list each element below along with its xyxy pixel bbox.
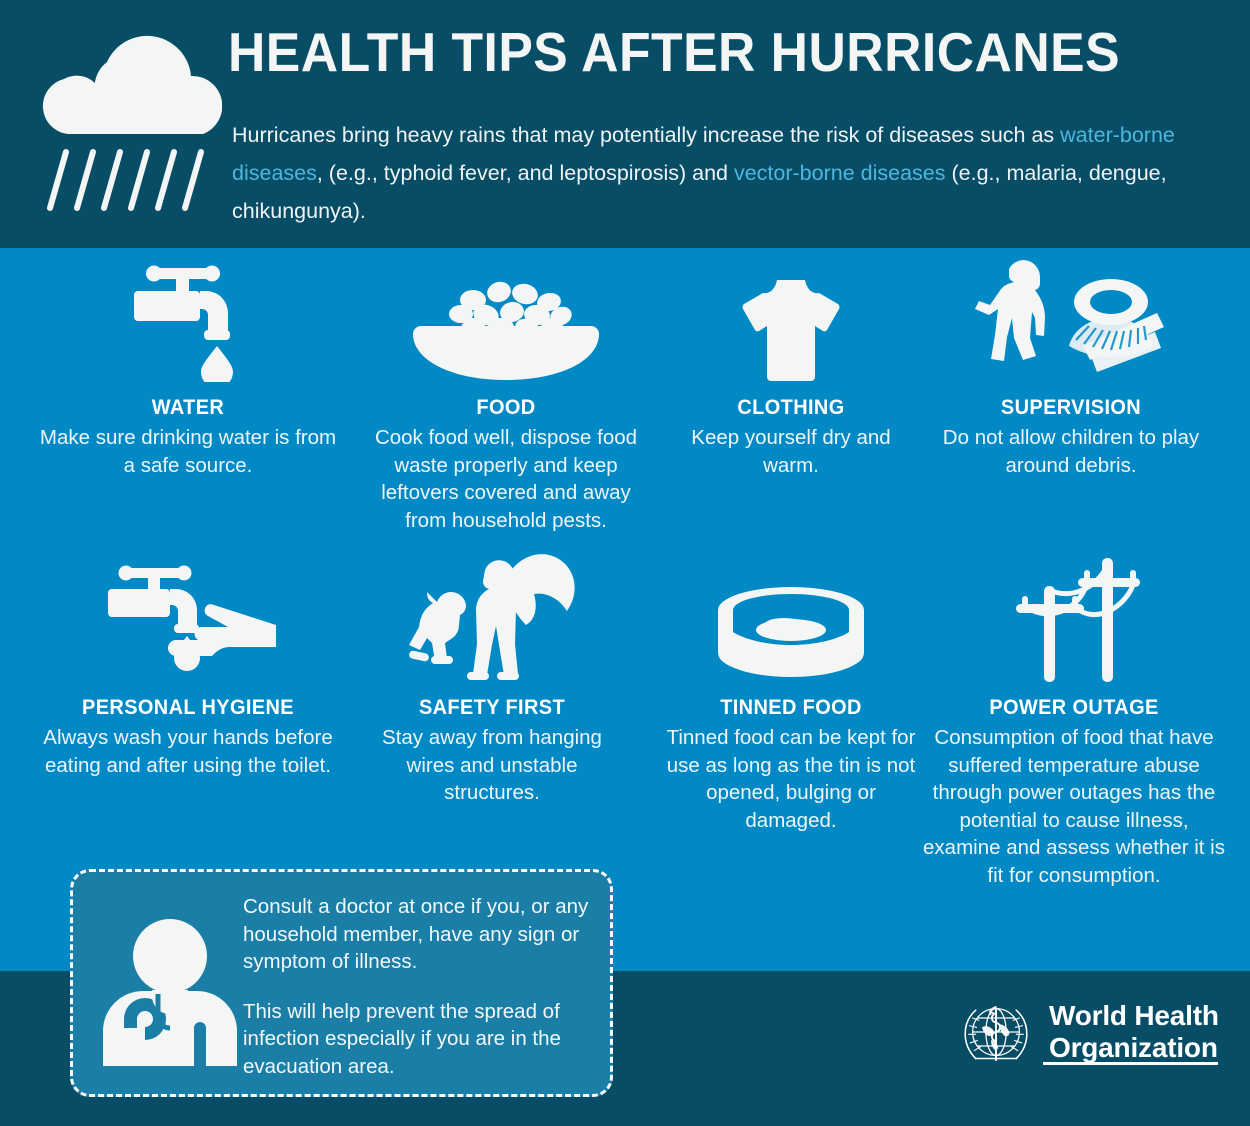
intro-text-part2: , (e.g., typhoid fever, and leptospirosi…: [316, 161, 734, 185]
page-title: HEALTH TIPS AFTER HURRICANES: [228, 21, 1121, 83]
tip-card-personal-hygiene: PERSONAL HYGIENE Always wash your hands …: [32, 552, 344, 779]
tip-description: Tinned food can be kept for use as long …: [666, 726, 916, 832]
intro-highlight-water-borne: water-borne diseases: [232, 123, 1175, 185]
tip-card-water: WATER Make sure drinking water is from a…: [38, 252, 338, 479]
who-wordmark: World Health Organization: [1049, 1000, 1219, 1064]
tip-description: Stay away from hanging wires and unstabl…: [382, 726, 602, 804]
callout-text: Consult a doctor at once if you, or any …: [243, 893, 598, 1080]
power-pole-icon: [1016, 558, 1140, 682]
handwashing-icon: [108, 565, 276, 671]
header-band: HEALTH TIPS AFTER HURRICANES Hurricanes …: [0, 0, 1250, 248]
who-underline: [1043, 1062, 1218, 1065]
tip-icon-slot: [38, 252, 338, 382]
tip-icon-slot: [918, 552, 1230, 682]
intro-text-part3: (e.g., malaria, dengue, chikungunya).: [232, 161, 1167, 223]
tip-card-food: FOOD Cook food well, dispose food waste …: [360, 252, 652, 534]
child-debris-icon: [975, 260, 1164, 372]
tip-description: Keep yourself dry and warm.: [691, 426, 891, 477]
tips-grid: WATER Make sure drinking water is from a…: [0, 252, 1250, 887]
tip-card-power-outage: POWER OUTAGE Consumption of food that ha…: [918, 552, 1230, 889]
tip-icon-slot: [940, 252, 1202, 382]
tip-title: PERSONAL HYGIENE: [82, 696, 294, 719]
tip-card-safety-first: SAFETY FIRST Stay away from hanging wire…: [358, 552, 626, 807]
intro-highlight-vector-borne: vector-borne diseases: [733, 161, 946, 185]
tip-card-supervision: SUPERVISION Do not allow children to pla…: [940, 252, 1202, 479]
adult-child-umbrella-icon: [409, 554, 575, 680]
tip-icon-slot: [32, 552, 344, 682]
tip-card-tinned-food: TINNED FOOD Tinned food can be kept for …: [660, 552, 922, 834]
tips-row-2: PERSONAL HYGIENE Always wash your hands …: [0, 552, 1250, 887]
callout-paragraph-2: This will help prevent the spread of inf…: [243, 999, 561, 1078]
tip-title: POWER OUTAGE: [989, 696, 1159, 719]
tip-title: TINNED FOOD: [720, 696, 862, 719]
who-logo: World Health Organization: [957, 992, 1219, 1072]
intro-paragraph: Hurricanes bring heavy rains that may po…: [232, 116, 1232, 230]
food-bowl-icon: [413, 281, 599, 380]
callout-paragraph-1: Consult a doctor at once if you, or any …: [243, 895, 589, 973]
tip-description: Cook food well, dispose food waste prope…: [374, 426, 638, 532]
tip-title: FOOD: [476, 396, 536, 419]
tip-icon-slot: [672, 252, 910, 382]
tip-icon-slot: [360, 252, 652, 382]
tin-can-icon: [718, 587, 864, 677]
tip-title: SUPERVISION: [1000, 396, 1142, 419]
tip-icon-slot: [358, 552, 626, 682]
tip-description: Always wash your hands before eating and…: [43, 726, 333, 777]
tips-row-1: WATER Make sure drinking water is from a…: [0, 252, 1250, 552]
tip-description: Do not allow children to play around deb…: [942, 426, 1200, 477]
tip-title: WATER: [151, 396, 225, 419]
tshirt-icon: [742, 280, 840, 381]
tip-title: CLOTHING: [737, 396, 845, 419]
faucet-drip-icon: [134, 265, 233, 382]
tip-description: Consumption of food that have suffered t…: [923, 726, 1225, 887]
tip-icon-slot: [660, 552, 922, 682]
tip-card-clothing: CLOTHING Keep yourself dry and warm.: [672, 252, 910, 479]
tip-title: SAFETY FIRST: [418, 696, 566, 719]
who-emblem-icon: [964, 1006, 1028, 1062]
doctor-stethoscope-icon: [103, 919, 237, 1066]
who-line-2: Organization: [1049, 1032, 1218, 1063]
consult-doctor-callout: Consult a doctor at once if you, or any …: [70, 869, 613, 1097]
intro-text-part1: Hurricanes bring heavy rains that may po…: [232, 123, 1061, 147]
rain-cloud-icon: [42, 35, 222, 211]
who-line-1: World Health: [1049, 1000, 1219, 1031]
tip-description: Make sure drinking water is from a safe …: [39, 426, 337, 477]
